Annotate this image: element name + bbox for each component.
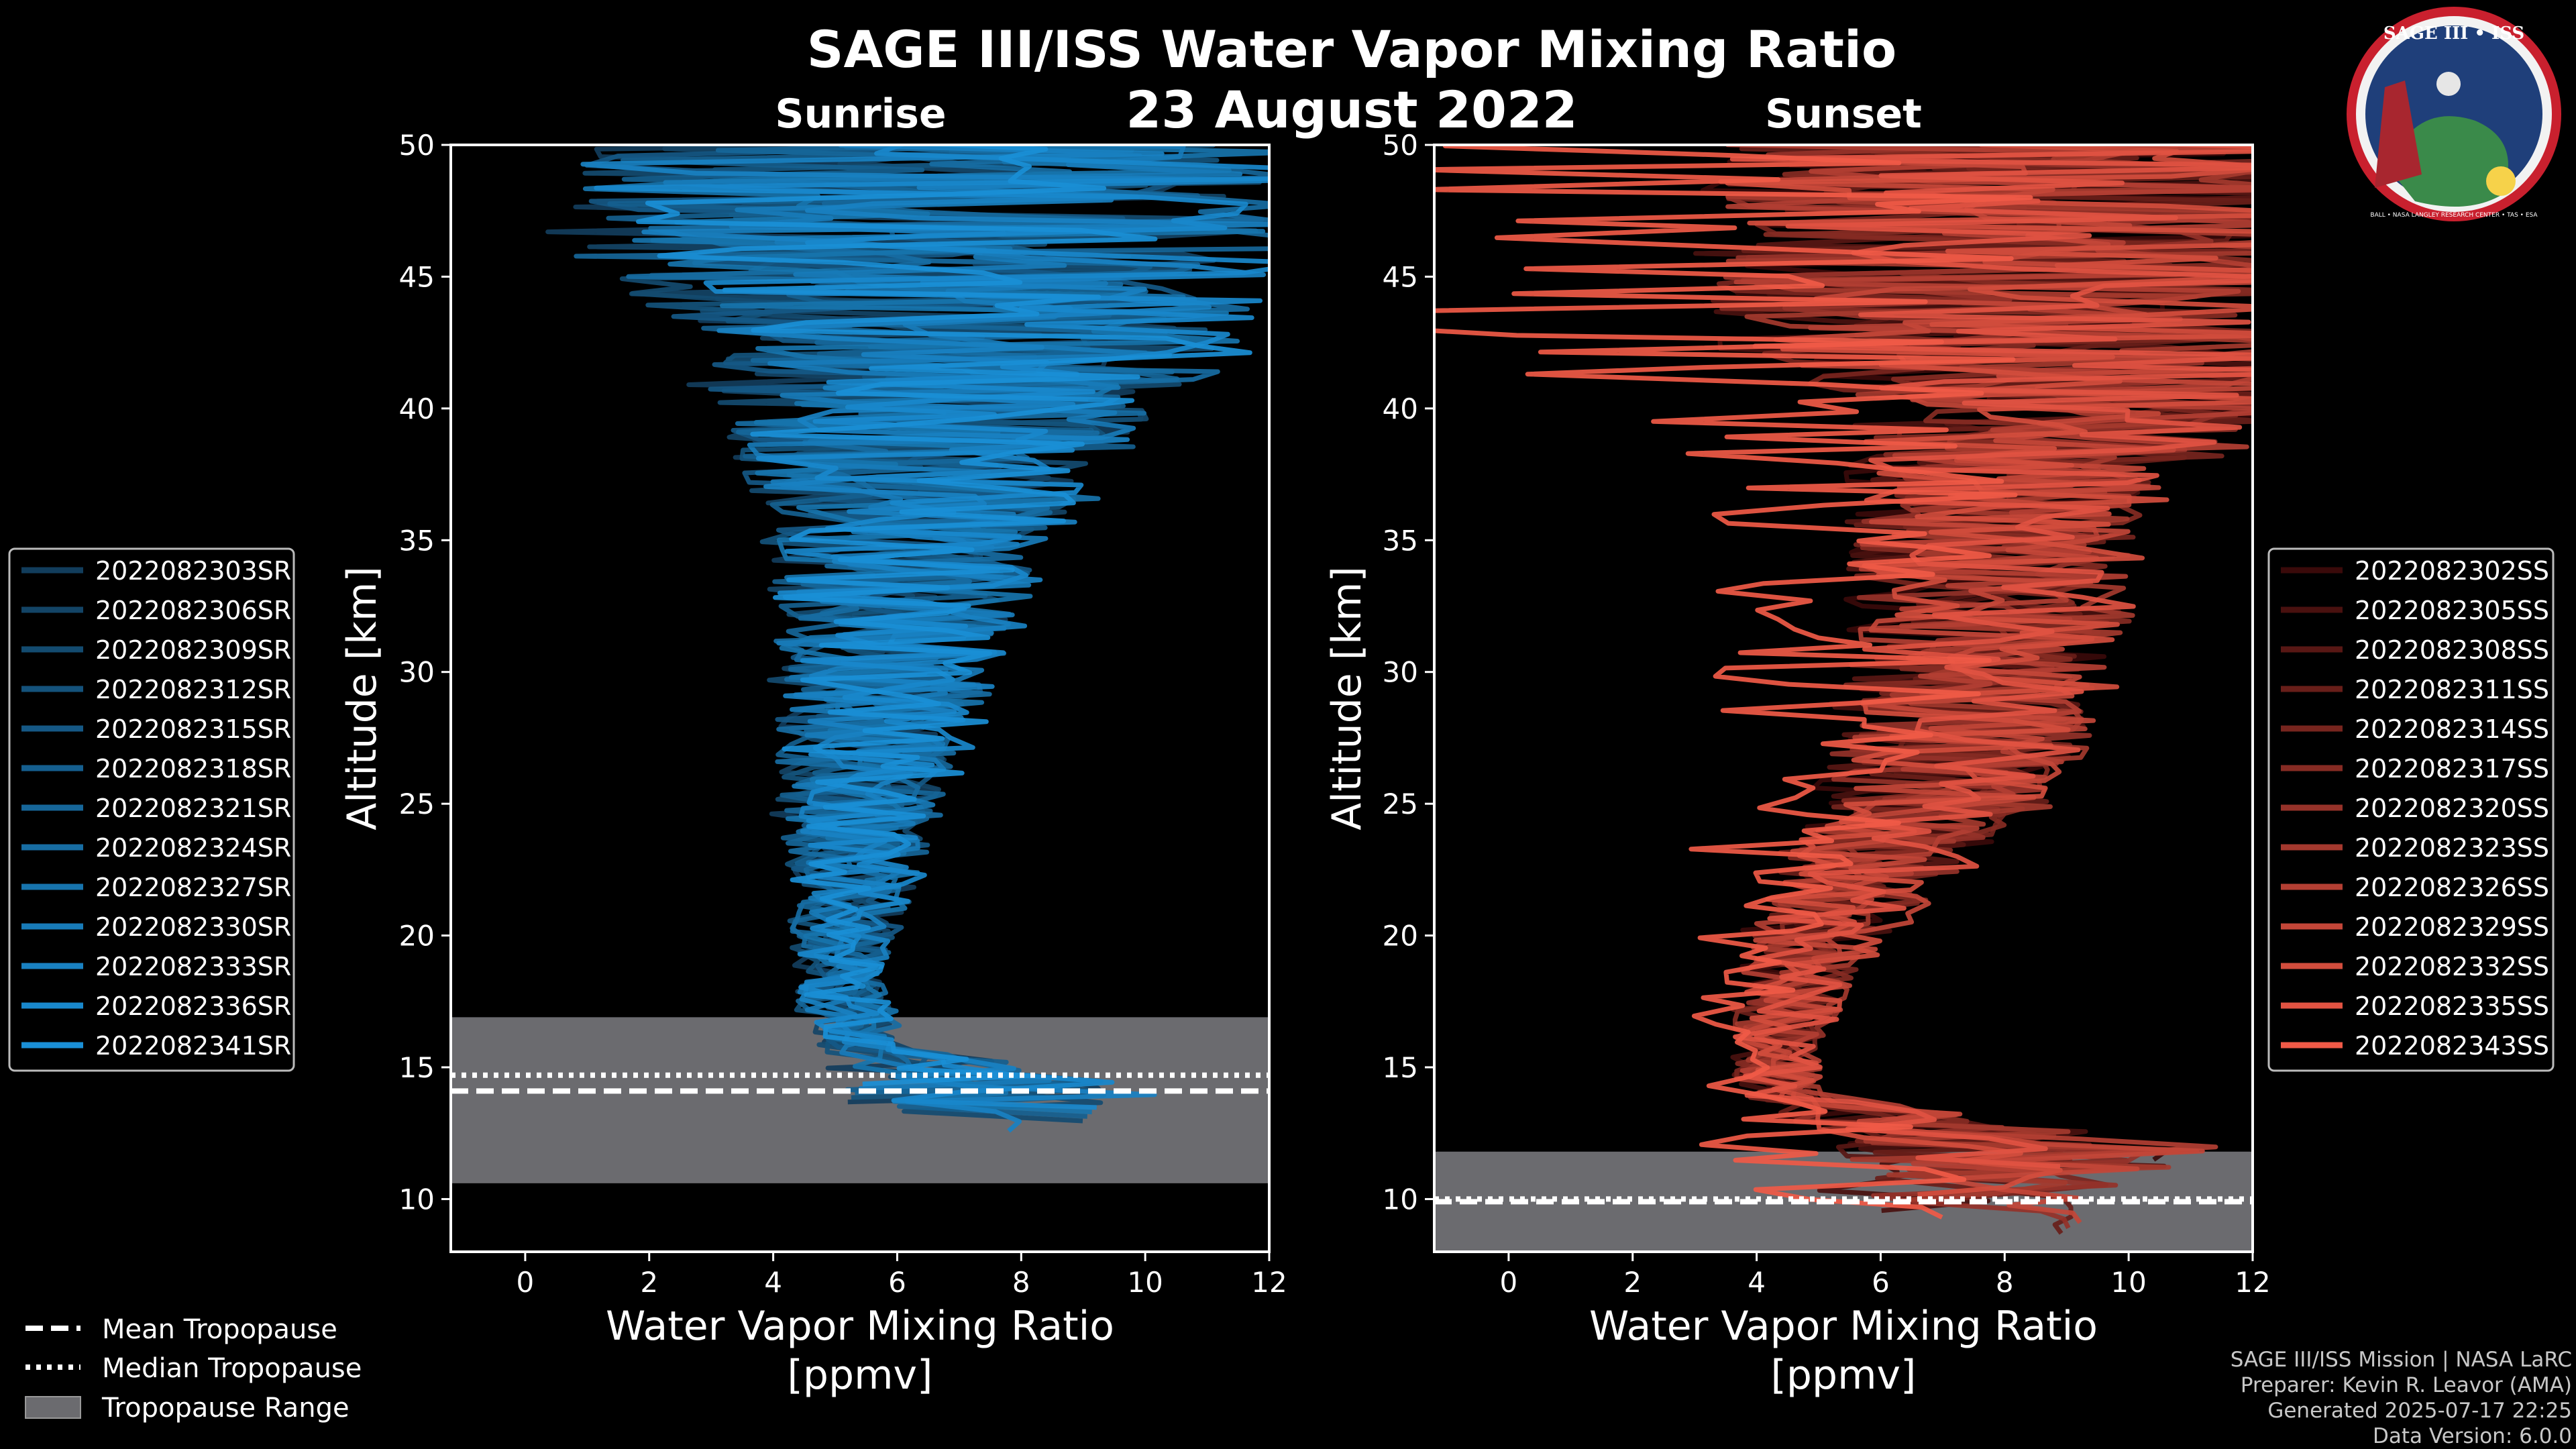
- main-title: SAGE III/ISS Water Vapor Mixing Ratio: [807, 19, 1897, 79]
- y-tick-label: 20: [399, 920, 435, 953]
- tropopause-range-swatch: [25, 1396, 81, 1419]
- logo-earth-shape: [2388, 116, 2508, 207]
- legend-label-2022082326SS: 2022082326SS: [2355, 873, 2549, 902]
- legend-label-2022082341SR: 2022082341SR: [95, 1031, 291, 1061]
- y-tick-label: 10: [1383, 1183, 1418, 1216]
- sunrise-xlabel-line2: [ppmv]: [788, 1352, 933, 1399]
- legend-label-2022082315SR: 2022082315SR: [95, 714, 291, 744]
- profile-line-2022082335SS: [1729, 145, 2253, 1169]
- median-tropopause-label: Median Tropopause: [102, 1353, 362, 1384]
- tropopause-legend: Mean Tropopause Median Tropopause Tropop…: [25, 1314, 362, 1424]
- logo-figure-shape: [2375, 80, 2422, 188]
- legend-label-2022082332SS: 2022082332SS: [2355, 952, 2549, 981]
- y-tick-label: 30: [399, 656, 435, 689]
- footer-generated: Generated 2025-07-17 22:25: [2267, 1399, 2572, 1423]
- sunset-ylabel: Altitude [km]: [1324, 566, 1371, 830]
- y-tick-label: 45: [399, 260, 435, 293]
- y-tick-label: 50: [399, 129, 435, 162]
- legend-label-2022082302SS: 2022082302SS: [2355, 556, 2549, 586]
- legend-label-2022082311SS: 2022082311SS: [2355, 675, 2549, 704]
- legend-label-2022082324SR: 2022082324SR: [95, 833, 291, 863]
- legend-label-2022082303SR: 2022082303SR: [95, 556, 291, 586]
- y-tick-label: 40: [399, 392, 435, 425]
- y-tick-label: 30: [1383, 656, 1418, 689]
- legend-label-2022082336SR: 2022082336SR: [95, 991, 291, 1021]
- sunrise-legend: 2022082303SR 2022082306SR 2022082309SR 2022…: [8, 547, 295, 1072]
- tropopause-range-label: Tropopause Range: [101, 1393, 350, 1424]
- x-tick-label: 8: [1012, 1266, 1030, 1299]
- sunrise-plot-area: [451, 145, 1269, 1183]
- sunrise-panel-title: Sunrise: [775, 91, 946, 138]
- x-tick-label: 2: [1623, 1266, 1642, 1299]
- legend-label-2022082317SS: 2022082317SS: [2355, 754, 2549, 784]
- logo-moon-icon: [2436, 72, 2461, 96]
- sunset-xlabel-line2: [ppmv]: [1771, 1352, 1917, 1399]
- profile-line-2022082341SR: [636, 145, 1252, 1087]
- sunrise-axes-frame: [449, 144, 1271, 1253]
- x-tick-label: 0: [517, 1266, 535, 1299]
- y-tick-label: 25: [1383, 788, 1418, 820]
- legend-label-2022082330SR: 2022082330SR: [95, 912, 291, 942]
- footer-data-version: Data Version: 6.0.0: [2373, 1424, 2572, 1448]
- sunrise-xlabel-line1: Water Vapor Mixing Ratio: [606, 1303, 1114, 1350]
- sunset-legend: 2022082302SS 2022082305SS 2022082308SS 2022…: [2267, 547, 2555, 1072]
- legend-label-2022082333SR: 2022082333SR: [95, 952, 291, 981]
- x-tick-label: 10: [1127, 1266, 1163, 1299]
- sunset-axes-frame: [1433, 144, 2254, 1253]
- legend-label-2022082329SS: 2022082329SS: [2355, 912, 2549, 942]
- legend-label-2022082306SR: 2022082306SR: [95, 596, 291, 625]
- sunrise-ylabel: Altitude [km]: [339, 566, 386, 830]
- x-tick-label: 12: [1251, 1266, 1287, 1299]
- legend-label-2022082335SS: 2022082335SS: [2355, 991, 2549, 1021]
- y-tick-label: 25: [399, 788, 435, 820]
- x-tick-label: 8: [1996, 1266, 2014, 1299]
- y-tick-label: 35: [1383, 524, 1418, 557]
- legend-label-2022082305SS: 2022082305SS: [2355, 596, 2549, 625]
- sunset-plot-area: [1434, 145, 2253, 1252]
- sunset-ticks: 0 2 4 6 8 10 12 10 15 20 25 30 35 40 45 50: [1383, 129, 2271, 1299]
- legend-label-2022082312SR: 2022082312SR: [95, 675, 291, 704]
- legend-label-2022082318SR: 2022082318SR: [95, 754, 291, 784]
- legend-label-2022082321SR: 2022082321SR: [95, 794, 291, 823]
- legend-label-2022082308SS: 2022082308SS: [2355, 635, 2549, 665]
- y-tick-label: 45: [1383, 260, 1418, 293]
- y-tick-label: 50: [1383, 129, 1418, 162]
- legend-label-2022082327SR: 2022082327SR: [95, 873, 291, 902]
- x-tick-label: 10: [2110, 1266, 2146, 1299]
- x-tick-label: 4: [764, 1266, 782, 1299]
- x-tick-label: 12: [2235, 1266, 2270, 1299]
- profile-line-2022082332SS: [1725, 145, 2253, 1197]
- logo-sun-icon: [2486, 166, 2516, 196]
- footer-preparer: Preparer: Kevin R. Leavor (AMA): [2241, 1373, 2572, 1397]
- sunset-panel-title: Sunset: [1765, 91, 1922, 138]
- logo-ring-text: BALL • NASA LANGLEY RESEARCH CENTER • TA…: [2370, 212, 2538, 219]
- mean-tropopause-label: Mean Tropopause: [102, 1314, 337, 1345]
- footer-mission: SAGE III/ISS Mission | NASA LaRC: [2231, 1348, 2572, 1372]
- legend-label-2022082323SS: 2022082323SS: [2355, 833, 2549, 863]
- x-tick-label: 6: [1872, 1266, 1890, 1299]
- legend-label-2022082314SS: 2022082314SS: [2355, 714, 2549, 744]
- legend-label-2022082343SS: 2022082343SS: [2355, 1031, 2549, 1061]
- y-tick-label: 15: [399, 1051, 435, 1084]
- y-tick-label: 15: [1383, 1051, 1418, 1084]
- y-tick-label: 10: [399, 1183, 435, 1216]
- x-tick-label: 4: [1748, 1266, 1766, 1299]
- legend-label-2022082320SS: 2022082320SS: [2355, 794, 2549, 823]
- x-tick-label: 0: [1500, 1266, 1518, 1299]
- date-subtitle: 23 August 2022: [1126, 80, 1577, 140]
- logo-title: SAGE III • ISS: [2383, 23, 2524, 44]
- sage-iss-logo: SAGE III • ISS BALL • NASA LANGLEY RESEA…: [2347, 7, 2561, 221]
- sunrise-ticks: 0 2 4 6 8 10 12 10 15 20 25 30 35 40 45 50: [399, 129, 1287, 1299]
- x-tick-label: 2: [640, 1266, 658, 1299]
- legend-label-2022082309SR: 2022082309SR: [95, 635, 291, 665]
- x-tick-label: 6: [888, 1266, 906, 1299]
- sunset-xlabel-line1: Water Vapor Mixing Ratio: [1589, 1303, 2098, 1350]
- y-tick-label: 40: [1383, 392, 1418, 425]
- y-tick-label: 35: [399, 524, 435, 557]
- footer-credits: SAGE III/ISS Mission | NASA LaRC Prepare…: [2231, 1348, 2572, 1448]
- profile-line-2022082343SS: [1434, 145, 2033, 1220]
- y-tick-label: 20: [1383, 920, 1418, 953]
